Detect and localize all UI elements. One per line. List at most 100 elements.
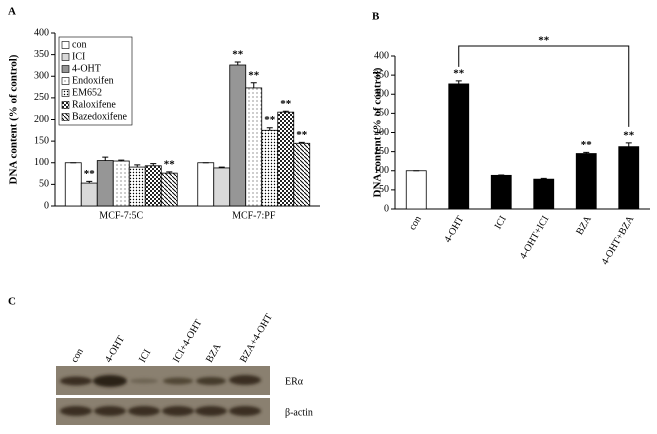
y-tick-label: 200 [374, 127, 389, 138]
significance: ** [84, 168, 96, 180]
y-tick-label: 300 [374, 89, 389, 100]
error-bar [102, 156, 109, 161]
y-tick-label: 300 [34, 71, 49, 82]
bar [618, 146, 640, 210]
significance: ** [623, 129, 635, 141]
error-bar [298, 141, 305, 144]
y-axis-label: DNA content (% of control) [372, 67, 384, 197]
y-tick-label: 150 [374, 146, 389, 157]
x-tick-label: 4-OHT [442, 214, 466, 245]
lane-label: BZA+4-OHT [238, 312, 275, 365]
legend-swatch [61, 101, 70, 109]
x-tick-label: MCF-7:5C [99, 210, 143, 221]
protein-label: ERα [285, 376, 304, 387]
y-tick-label: 350 [374, 69, 389, 80]
protein-label: β-actin [285, 407, 313, 418]
bar [229, 64, 247, 207]
significance: ** [581, 139, 593, 151]
significance: ** [232, 49, 244, 61]
significance: ** [453, 67, 465, 79]
lane-label: 4-OHT [103, 334, 127, 365]
legend-label: Endoxifen [72, 75, 114, 86]
lane-label: con [69, 347, 86, 365]
error-bar [583, 151, 590, 154]
bar [160, 172, 178, 207]
legend-label: EM652 [72, 87, 102, 98]
panel-label: A [8, 6, 16, 18]
x-tick-label: con [407, 214, 424, 232]
legend-label: 4-OHT [72, 63, 101, 74]
x-tick-label: 4-OHT+ICI [518, 214, 551, 261]
legend-swatch [61, 113, 70, 121]
error-bar [540, 177, 547, 180]
significance: ** [164, 158, 176, 170]
panel-label: B [372, 11, 380, 23]
significance: ** [296, 129, 308, 141]
bar [213, 167, 231, 207]
bar [144, 165, 162, 207]
y-tick-label: 150 [34, 135, 49, 146]
y-tick-label: 0 [384, 203, 389, 214]
error-bar [118, 159, 125, 162]
legend-label: ICI [72, 51, 85, 62]
bar [80, 182, 98, 207]
legend-swatch [61, 77, 70, 85]
x-tick-label: MCF-7:PF [232, 210, 276, 221]
error-bar [150, 163, 157, 166]
comparison-bracket [458, 45, 630, 127]
bar [197, 162, 215, 207]
y-tick-label: 0 [44, 200, 49, 211]
y-tick-label: 100 [34, 157, 49, 168]
legend-swatch [61, 41, 70, 49]
y-tick-label: 50 [379, 184, 389, 195]
error-bar [166, 171, 173, 174]
legend-swatch [61, 89, 70, 97]
error-bar [234, 61, 241, 66]
bar [490, 174, 512, 210]
error-bar [455, 80, 462, 84]
y-tick-label: 50 [39, 179, 49, 190]
y-tick-label: 250 [374, 108, 389, 119]
lane-label: BZA [204, 341, 224, 364]
error-bar [134, 164, 141, 168]
significance: ** [264, 114, 276, 126]
y-tick-label: 400 [34, 27, 49, 38]
bar [261, 129, 279, 207]
lane-label: ICI+4-OHT [171, 318, 204, 365]
error-bar [218, 166, 225, 168]
legend-label: con [72, 39, 86, 50]
bar [405, 170, 427, 210]
bar [64, 162, 82, 207]
y-tick-label: 400 [374, 50, 389, 61]
error-bar [266, 127, 273, 131]
bar [448, 83, 470, 210]
bar [277, 111, 295, 207]
error-bar [86, 180, 93, 184]
x-tick-label: 4-OHT+BZA [600, 213, 637, 266]
panel-label: C [8, 296, 16, 308]
error-bar [282, 110, 289, 113]
bar [245, 87, 263, 207]
lane-label: ICI [137, 348, 153, 365]
y-tick-label: 350 [34, 49, 49, 60]
bar [96, 160, 114, 207]
legend-swatch [61, 65, 70, 73]
y-tick-label: 200 [34, 114, 49, 125]
legend-label: Bazedoxifene [72, 111, 128, 122]
bar [112, 160, 130, 207]
legend-swatch [61, 53, 70, 61]
y-axis-label: DNA content (% of control) [8, 54, 20, 184]
bands [60, 375, 261, 416]
western-blot [56, 366, 270, 425]
legend-label: Raloxifene [72, 99, 116, 110]
comparison-label: ** [538, 35, 550, 47]
y-tick-label: 250 [34, 92, 49, 103]
significance: ** [280, 98, 292, 110]
significance: ** [248, 69, 260, 81]
y-tick-label: 100 [374, 165, 389, 176]
error-bar [250, 82, 257, 88]
legend-box [58, 36, 133, 126]
bar [128, 166, 146, 207]
